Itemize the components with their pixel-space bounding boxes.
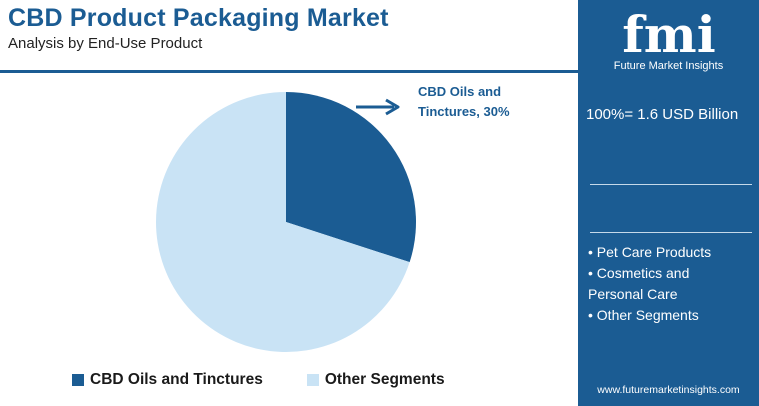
slice-callout-label: CBD Oils and Tinctures, 30% <box>418 82 548 122</box>
list-item: • Other Segments <box>588 307 699 323</box>
list-item: Personal Care <box>588 286 678 302</box>
other-segments-list: • Pet Care Products • Cosmetics and Pers… <box>588 242 756 326</box>
market-total: 100%= 1.6 USD Billion <box>586 106 739 123</box>
callout-line-1: CBD Oils and <box>418 84 502 99</box>
pie-slice-cbd-oils-and-tinctures <box>286 92 416 263</box>
list-item: • Cosmetics and <box>588 265 690 281</box>
info-panel: fmi Future Market Insights 100%= 1.6 USD… <box>578 0 759 406</box>
callout-line-2: Tinctures, 30% <box>418 104 510 119</box>
callout-arrow-icon <box>356 98 400 116</box>
legend-item-other-segments: Other Segments <box>306 371 445 389</box>
legend-swatch-light <box>306 374 319 386</box>
panel-divider-top <box>590 184 752 185</box>
list-item: • Pet Care Products <box>588 244 712 260</box>
legend-label-cbd-oils: CBD Oils and Tinctures <box>90 371 263 388</box>
logo-tagline: Future Market Insights <box>613 60 724 72</box>
legend-swatch-dark <box>72 374 84 386</box>
website-url: www.futuremarketinsights.com <box>597 384 740 396</box>
chart-legend: CBD Oils and Tinctures Other Segments <box>72 371 489 389</box>
legend-item-cbd-oils: CBD Oils and Tinctures <box>72 371 263 389</box>
pie-chart <box>156 92 416 352</box>
pie-slice-other-segments <box>156 92 410 352</box>
fmi-logo: fmi <box>622 6 715 60</box>
legend-label-other-segments: Other Segments <box>324 371 445 388</box>
title-divider <box>0 70 578 73</box>
logo-wordmark: fmi <box>622 6 715 60</box>
panel-divider-bottom <box>590 232 752 233</box>
chart-title: CBD Product Packaging Market <box>8 4 389 32</box>
chart-subtitle: Analysis by End-Use Product <box>8 35 203 52</box>
